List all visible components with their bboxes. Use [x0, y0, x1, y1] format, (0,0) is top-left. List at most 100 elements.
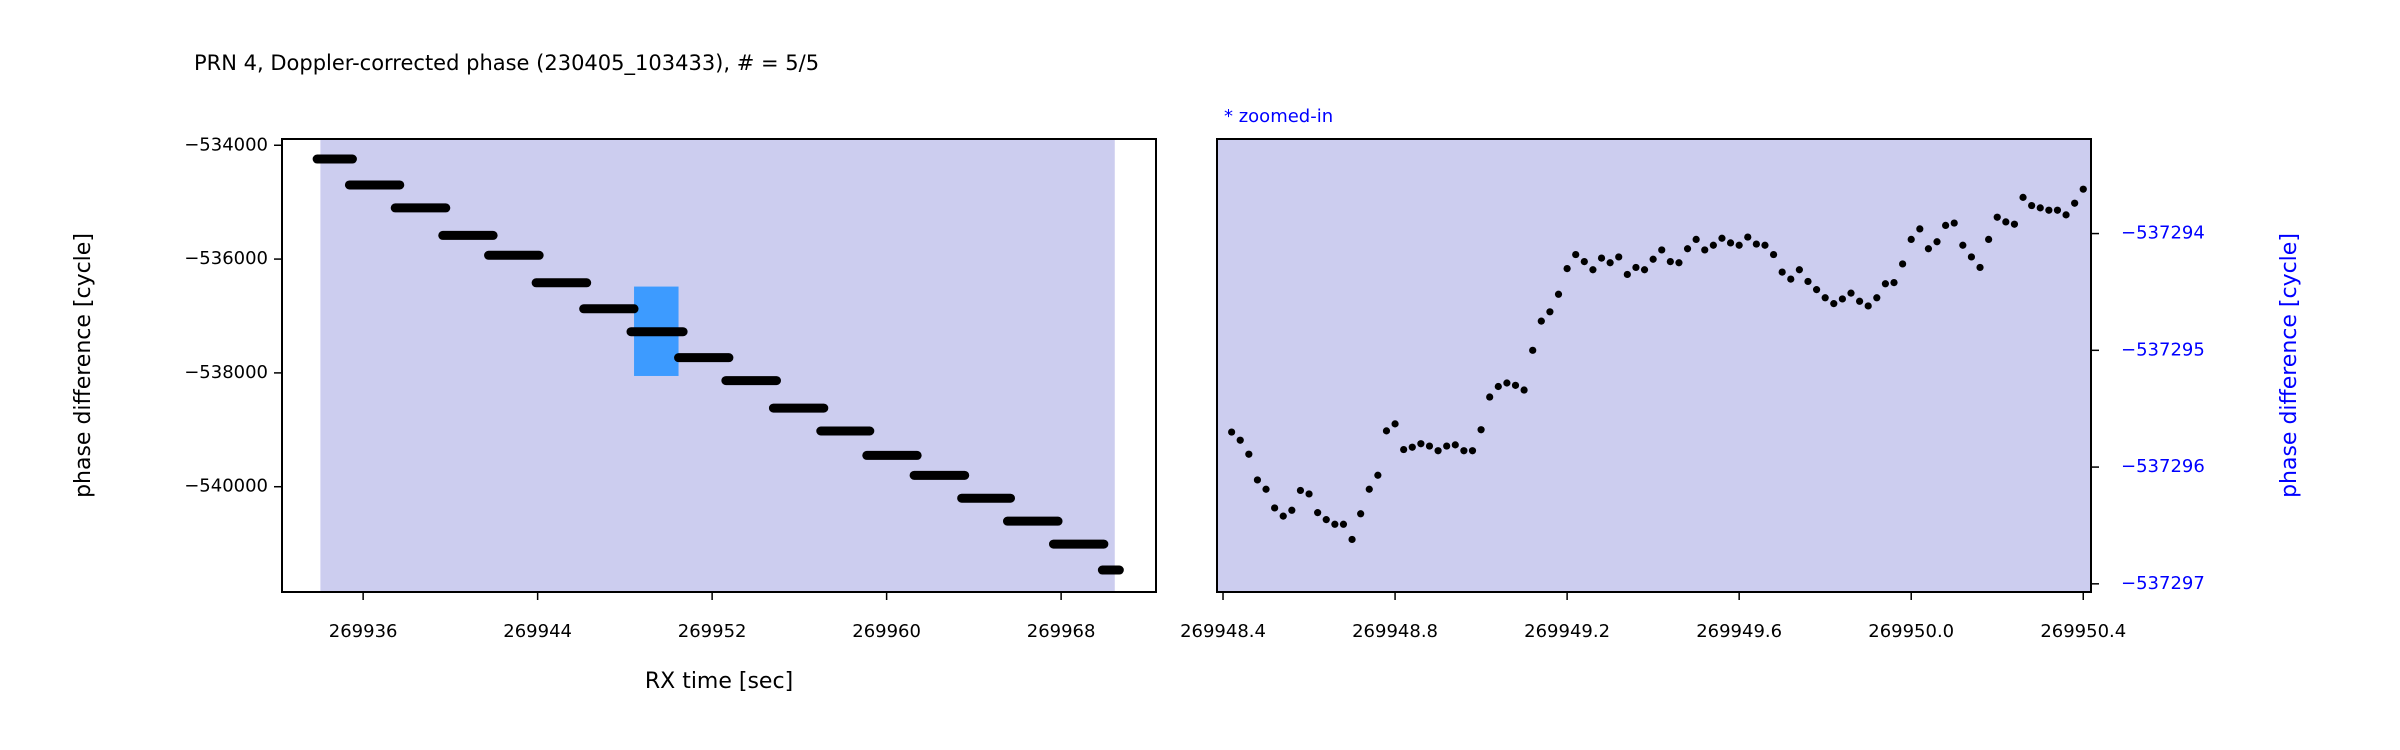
- data-point: [1546, 308, 1554, 316]
- data-point: [1597, 254, 1606, 262]
- data-point: [1253, 476, 1262, 484]
- data-point: [1580, 257, 1588, 266]
- data-point: [1726, 239, 1735, 247]
- y-tick-label: −537295: [2121, 339, 2205, 360]
- data-point: [1520, 386, 1528, 394]
- plot-frame: [281, 138, 1157, 593]
- data-point: [1916, 225, 1924, 233]
- y-tick-label: −534000: [184, 134, 268, 155]
- data-point: [1486, 393, 1494, 401]
- data-point: [1365, 485, 1373, 493]
- x-tick-label: 269948.8: [1352, 621, 1438, 642]
- x-axis-label: RX time [sec]: [645, 669, 793, 694]
- data-point: [1572, 250, 1580, 259]
- data-point: [1477, 426, 1485, 434]
- data-point: [1804, 277, 1812, 286]
- data-point: [1262, 485, 1270, 493]
- data-point: [1503, 379, 1511, 387]
- data-point: [1735, 241, 1743, 249]
- data-point: [1899, 260, 1907, 268]
- data-point: [2045, 206, 2053, 214]
- data-point: [1976, 263, 1984, 272]
- data-point: [1511, 381, 1520, 389]
- data-point: [1985, 235, 1993, 244]
- data-point: [1348, 535, 1356, 544]
- y-axis-label: phase difference [cycle]: [2277, 233, 2302, 498]
- data-point: [1752, 240, 1760, 248]
- data-point: [1417, 440, 1425, 448]
- data-point: [1443, 442, 1451, 450]
- data-point: [2071, 199, 2079, 207]
- data-point: [1339, 520, 1348, 528]
- data-point: [1959, 241, 1967, 249]
- x-tick-label: 269950.0: [1868, 621, 1954, 642]
- data-point: [1709, 241, 1717, 249]
- y-tick-label: −537294: [2121, 223, 2205, 244]
- x-tick-label: 269952: [678, 621, 747, 642]
- data-point: [1382, 427, 1391, 435]
- data-point: [2036, 204, 2044, 212]
- data-point: [2053, 206, 2062, 214]
- x-tick-label: 269960: [852, 621, 921, 642]
- data-point: [1537, 317, 1545, 325]
- data-point: [2028, 201, 2036, 210]
- data-point: [1761, 241, 1769, 249]
- x-tick-label: 269949.6: [1696, 621, 1782, 642]
- data-point: [1778, 268, 1786, 276]
- data-point: [1279, 512, 1287, 520]
- data-point: [1434, 447, 1442, 455]
- data-point: [1236, 436, 1244, 444]
- data-point: [1615, 253, 1623, 261]
- data-point: [1408, 443, 1416, 451]
- data-point: [1460, 447, 1468, 455]
- data-point: [1649, 255, 1657, 263]
- data-point: [1271, 504, 1279, 512]
- data-point: [1322, 516, 1330, 524]
- data-point: [1942, 221, 1950, 229]
- data-point: [1701, 246, 1709, 254]
- data-point: [1391, 420, 1399, 428]
- data-point: [1606, 259, 1614, 267]
- data-point: [1787, 275, 1795, 283]
- data-point: [1589, 266, 1597, 274]
- data-point: [1993, 213, 2001, 221]
- data-point: [1830, 300, 1838, 308]
- data-point: [1228, 428, 1236, 436]
- data-point: [1425, 442, 1434, 450]
- data-point: [1296, 486, 1305, 495]
- data-point: [1924, 245, 1933, 253]
- x-tick-label: 269950.4: [2040, 621, 2126, 642]
- data-point: [1873, 294, 1881, 302]
- y-tick-label: −538000: [184, 362, 268, 383]
- plot-background: [1217, 139, 2091, 592]
- shaded-region: [320, 139, 1115, 592]
- x-tick-label: 269948.4: [1180, 621, 1266, 642]
- data-point: [1451, 441, 1459, 449]
- data-point: [1683, 245, 1692, 253]
- y-axis-label: phase difference [cycle]: [71, 233, 96, 498]
- plot-frame: [1216, 138, 2092, 593]
- data-point: [2079, 185, 2087, 193]
- data-point: [1718, 234, 1726, 242]
- data-point: [1640, 266, 1649, 274]
- data-point: [1357, 510, 1365, 518]
- data-point: [2010, 220, 2019, 228]
- data-point: [1864, 302, 1872, 310]
- data-point: [1529, 346, 1537, 354]
- annotation: * zoomed-in: [1224, 106, 1333, 127]
- y-tick-label: −537296: [2121, 456, 2205, 477]
- data-point: [1881, 280, 1890, 288]
- data-point: [1838, 295, 1846, 303]
- data-point: [1305, 490, 1313, 498]
- data-point: [2062, 211, 2070, 219]
- data-line: [312, 154, 1124, 575]
- data-point: [1692, 235, 1700, 244]
- chart-title: PRN 4, Doppler-corrected phase (230405_1…: [194, 51, 819, 76]
- data-point: [1821, 294, 1829, 302]
- data-point: [1374, 471, 1382, 479]
- data-point: [2019, 193, 2027, 201]
- x-tick-label: 269968: [1027, 621, 1096, 642]
- x-tick-label: 269944: [503, 621, 572, 642]
